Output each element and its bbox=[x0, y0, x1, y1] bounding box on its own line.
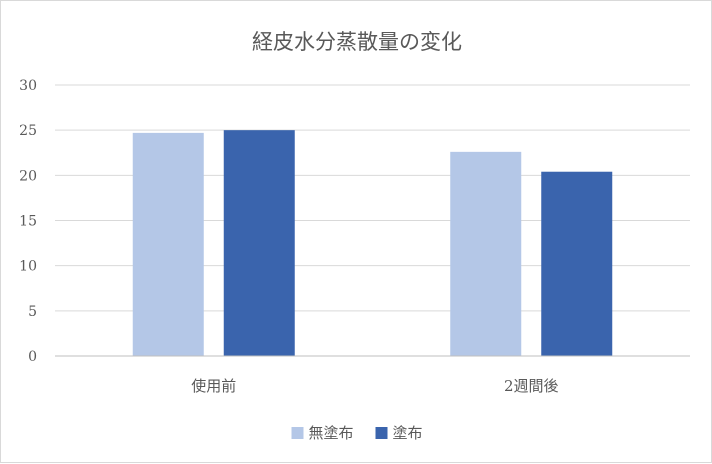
y-tick-label: 20 bbox=[19, 168, 37, 184]
y-tick-label: 10 bbox=[19, 259, 37, 275]
legend-label: 無塗布 bbox=[309, 424, 354, 442]
bars bbox=[132, 130, 613, 356]
x-category-label: 2週間後 bbox=[504, 377, 559, 395]
bar-1-2 bbox=[450, 151, 522, 356]
y-tick-label: 15 bbox=[19, 214, 37, 230]
y-tick-label: 0 bbox=[28, 349, 37, 365]
y-tick-label: 5 bbox=[28, 304, 37, 320]
legend-label: 塗布 bbox=[393, 424, 423, 442]
legend-swatch bbox=[291, 427, 304, 439]
x-axis-category-labels: 使用前 2週間後 bbox=[191, 377, 558, 395]
y-tick-label: 25 bbox=[19, 123, 37, 139]
bar-2-1 bbox=[223, 130, 295, 356]
bar-1-1 bbox=[132, 132, 204, 356]
legend: 無塗布 塗布 bbox=[291, 424, 423, 442]
y-tick-label: 30 bbox=[19, 78, 37, 94]
bar-2-2 bbox=[541, 171, 613, 356]
chart-title: 経皮水分蒸散量の変化 bbox=[252, 30, 462, 54]
y-axis-tick-labels: 0 5 10 15 20 25 30 bbox=[19, 78, 37, 365]
legend-swatch bbox=[375, 427, 388, 439]
x-category-label: 使用前 bbox=[191, 377, 236, 395]
